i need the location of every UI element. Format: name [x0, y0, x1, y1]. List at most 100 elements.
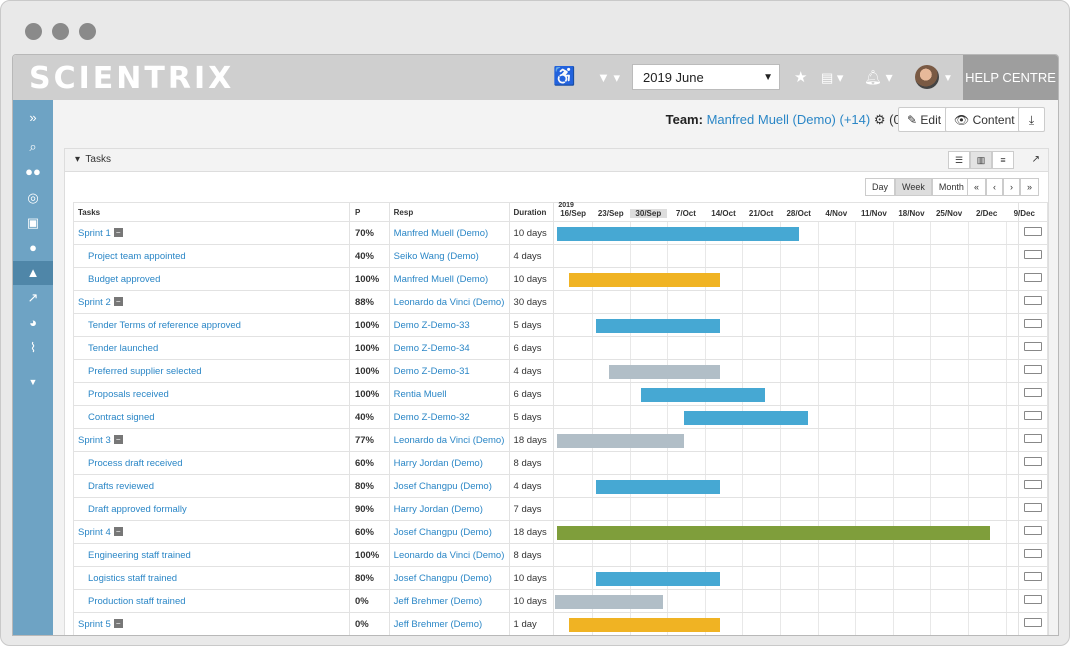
- task-link[interactable]: Budget approved: [88, 273, 161, 285]
- last-page-icon[interactable]: »: [1020, 178, 1040, 196]
- zoom-week-button[interactable]: Week: [895, 178, 932, 196]
- task-link[interactable]: Logistics staff trained: [88, 572, 178, 584]
- gantt-bar[interactable]: [608, 365, 720, 379]
- zoom-day-button[interactable]: Day: [865, 178, 896, 196]
- more-actions-icon[interactable]: [1024, 503, 1043, 512]
- gantt-bar[interactable]: [595, 319, 720, 333]
- more-actions-icon[interactable]: [1024, 365, 1043, 374]
- prev-page-icon[interactable]: ‹: [986, 178, 1004, 196]
- more-actions-icon[interactable]: [1024, 572, 1043, 581]
- gantt-bar[interactable]: [557, 434, 685, 448]
- task-link[interactable]: Project team appointed: [88, 250, 186, 262]
- resp-link[interactable]: Demo Z-Demo-33: [393, 319, 470, 331]
- star-icon[interactable]: ★: [794, 69, 808, 86]
- collapse-icon[interactable]: ▾: [75, 154, 81, 165]
- more-actions-icon[interactable]: [1024, 434, 1043, 443]
- id-card-icon[interactable]: ▣: [26, 215, 40, 230]
- collapse-minus-icon[interactable]: −: [113, 228, 123, 238]
- next-page-icon[interactable]: ›: [1003, 178, 1021, 196]
- resp-link[interactable]: Demo Z-Demo-31: [393, 365, 470, 377]
- more-actions-icon[interactable]: [1024, 595, 1043, 604]
- gantt-bar[interactable]: [595, 480, 720, 494]
- task-link[interactable]: Tender Terms of reference approved: [88, 319, 241, 331]
- task-link[interactable]: Sprint 1: [78, 227, 111, 239]
- resp-link[interactable]: Demo Z-Demo-32: [393, 411, 470, 423]
- resp-link[interactable]: Harry Jordan (Demo): [393, 457, 483, 469]
- task-link[interactable]: Engineering staff trained: [88, 549, 191, 561]
- resp-link[interactable]: Josef Changpu (Demo): [393, 572, 492, 584]
- first-page-icon[interactable]: «: [967, 178, 987, 196]
- users-icon[interactable]: ●●: [25, 164, 41, 179]
- task-link[interactable]: Contract signed: [88, 411, 155, 423]
- zoom-month-button[interactable]: Month: [931, 178, 971, 196]
- more-actions-icon[interactable]: [1024, 480, 1043, 489]
- task-link[interactable]: Process draft received: [88, 457, 183, 469]
- gantt-bar[interactable]: [595, 572, 720, 586]
- accessibility-icon[interactable]: ♿: [553, 66, 576, 86]
- more-actions-icon[interactable]: [1024, 618, 1043, 627]
- resp-link[interactable]: Leonardo da Vinci (Demo): [393, 296, 505, 308]
- close-dot-icon[interactable]: [25, 23, 42, 40]
- more-actions-icon[interactable]: [1024, 319, 1043, 328]
- more-actions-icon[interactable]: [1024, 296, 1043, 305]
- task-link[interactable]: Proposals received: [88, 388, 169, 400]
- resp-link[interactable]: Rentia Muell: [393, 388, 447, 400]
- resp-link[interactable]: Manfred Muell (Demo): [393, 227, 489, 239]
- avatar[interactable]: [915, 65, 939, 89]
- task-link[interactable]: Preferred supplier selected: [88, 365, 202, 377]
- task-link[interactable]: Draft approved formally: [88, 503, 187, 515]
- collapse-minus-icon[interactable]: −: [113, 435, 123, 445]
- task-link[interactable]: Sprint 4: [78, 526, 111, 538]
- resp-link[interactable]: Manfred Muell (Demo): [393, 273, 489, 285]
- column-view-icon[interactable]: ▥: [970, 151, 992, 169]
- more-actions-icon[interactable]: [1024, 526, 1043, 535]
- expand-icon[interactable]: »: [29, 110, 37, 125]
- task-link[interactable]: Drafts reviewed: [88, 480, 154, 492]
- more-actions-icon[interactable]: [1024, 411, 1043, 420]
- more-actions-icon[interactable]: [1024, 342, 1043, 351]
- paperclip-icon[interactable]: ⌇: [29, 340, 37, 355]
- resp-link[interactable]: Jeff Brehmer (Demo): [393, 595, 483, 607]
- resp-link[interactable]: Jeff Brehmer (Demo): [393, 618, 483, 630]
- gantt-bar[interactable]: [640, 388, 765, 402]
- team-link[interactable]: Manfred Muell (Demo) (+14): [706, 112, 871, 127]
- resp-link[interactable]: Josef Changpu (Demo): [393, 480, 492, 492]
- resp-link[interactable]: Seiko Wang (Demo): [393, 250, 479, 262]
- more-actions-icon[interactable]: [1024, 549, 1043, 558]
- resp-link[interactable]: Harry Jordan (Demo): [393, 503, 483, 515]
- more-actions-icon[interactable]: [1024, 273, 1043, 282]
- card-icon[interactable]: ▤ ▾: [821, 70, 844, 85]
- alert-icon[interactable]: ●: [29, 240, 37, 255]
- resp-link[interactable]: Leonardo da Vinci (Demo): [393, 549, 505, 561]
- gantt-bar[interactable]: [557, 526, 991, 540]
- gantt-bar[interactable]: [557, 227, 799, 241]
- minimize-dot-icon[interactable]: [52, 23, 69, 40]
- more-actions-icon[interactable]: [1024, 227, 1043, 236]
- more-down-icon[interactable]: ▼: [28, 377, 38, 387]
- collapse-minus-icon[interactable]: −: [113, 527, 123, 537]
- target-icon[interactable]: ◎: [27, 190, 39, 205]
- gantt-bar[interactable]: [569, 273, 720, 287]
- chevron-down-icon[interactable]: ▼: [943, 73, 953, 84]
- pie-chart-icon[interactable]: ◕: [29, 315, 37, 330]
- gantt-bar[interactable]: [684, 411, 809, 425]
- content-button[interactable]: 👁︎ Content: [945, 107, 1024, 132]
- help-centre-button[interactable]: HELP CENTRE: [963, 55, 1058, 100]
- date-select[interactable]: 2019 June ▼: [632, 64, 780, 90]
- task-link[interactable]: Sprint 5: [78, 618, 111, 630]
- external-link-icon[interactable]: ↗: [1031, 154, 1040, 165]
- maximize-dot-icon[interactable]: [79, 23, 96, 40]
- edit-button[interactable]: ✎ Edit: [898, 107, 951, 132]
- resp-link[interactable]: Demo Z-Demo-34: [393, 342, 470, 354]
- gantt-bar[interactable]: [555, 595, 664, 609]
- bell-icon[interactable]: 🔔︎ ▾: [864, 69, 893, 85]
- task-link[interactable]: Sprint 2: [78, 296, 111, 308]
- filter-icon[interactable]: ▼ ▾: [597, 70, 621, 85]
- collapse-minus-icon[interactable]: −: [113, 297, 123, 307]
- line-chart-icon[interactable]: ↗: [27, 290, 39, 305]
- list-view-icon[interactable]: ☰: [948, 151, 970, 169]
- search-list-icon[interactable]: ⌕: [29, 139, 37, 154]
- download-icon[interactable]: ⤓: [1018, 107, 1045, 132]
- more-actions-icon[interactable]: [1024, 457, 1043, 466]
- task-link[interactable]: Tender launched: [88, 342, 159, 354]
